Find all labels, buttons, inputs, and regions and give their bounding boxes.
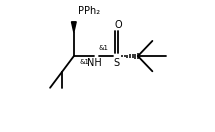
Text: S: S — [114, 58, 120, 68]
Text: &1: &1 — [79, 59, 89, 65]
Text: NH: NH — [87, 58, 102, 68]
Polygon shape — [71, 22, 76, 32]
Text: O: O — [115, 20, 122, 30]
Text: &1: &1 — [99, 45, 109, 51]
Text: PPh₂: PPh₂ — [78, 6, 101, 16]
